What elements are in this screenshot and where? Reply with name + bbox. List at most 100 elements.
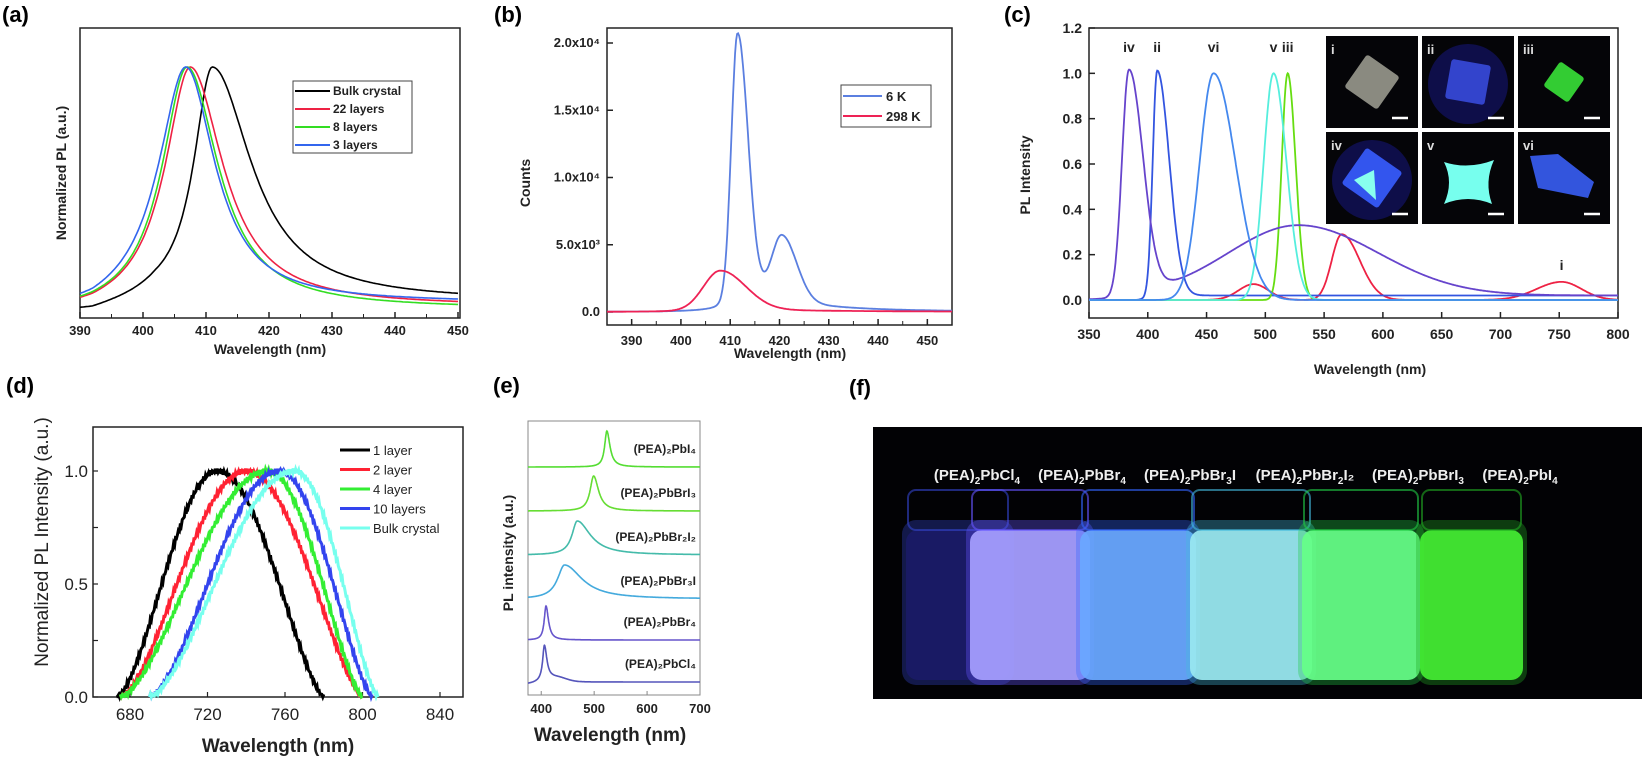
series-line-e (528, 475, 700, 512)
series-line-c (1089, 68, 1618, 301)
x-axis-title-b: Wavelength (nm) (734, 345, 846, 361)
compound-label-e: (PEA)₂PbI₄ (634, 442, 697, 456)
legend-label-a: 8 layers (333, 120, 378, 134)
x-tick-label-c: 600 (1371, 326, 1395, 342)
y-tick-label-b: 0.0 (582, 304, 600, 319)
x-tick-label-d: 840 (426, 705, 454, 724)
inset-label: iii (1523, 42, 1534, 57)
x-tick-label-a: 400 (132, 323, 154, 338)
y-tick-label-c: 0.4 (1063, 201, 1083, 217)
x-tick-label-c: 400 (1136, 326, 1160, 342)
inset-label: v (1427, 138, 1435, 153)
y-axis-title-b: Counts (517, 159, 533, 207)
series-line-c (1089, 233, 1619, 301)
peak-label-c: i (1560, 257, 1564, 273)
x-tick-label-c: 750 (1548, 326, 1572, 342)
y-tick-label-c: 1.2 (1063, 20, 1083, 36)
vial-liquid (1080, 530, 1196, 680)
series-line-a (79, 66, 458, 303)
crystal-shape (1445, 59, 1491, 105)
plot-frame-d (92, 426, 464, 698)
panel-label-b: (b) (494, 2, 522, 27)
y-axis-title-a: Normalized PL (a.u.) (53, 106, 69, 240)
series-line-e (528, 520, 700, 556)
series-line-e (527, 644, 700, 684)
x-tick-label-b: 440 (867, 333, 889, 348)
compound-label-e: (PEA)₂PbBrI₃ (620, 486, 696, 500)
series-line-d (118, 466, 364, 701)
y-tick-label-c: 0.8 (1063, 111, 1083, 127)
x-tick-label-d: 720 (193, 705, 221, 724)
x-tick-label-d: 800 (348, 705, 376, 724)
compound-label-e: (PEA)₂PbBr₄ (624, 615, 697, 629)
series-line-b (607, 32, 953, 313)
x-tick-label-e: 600 (636, 701, 658, 716)
peak-label-c: ii (1153, 39, 1161, 55)
legend-label-d: 4 layer (373, 482, 413, 497)
curves-e: (PEA)₂PbI₄ (PEA)₂PbBrI₃ (PEA)₂PbBr₂I₂ (PEA)… (527, 429, 700, 684)
vial-label: (PEA)2PbBr3I (1144, 467, 1236, 487)
series-line-b (607, 269, 952, 313)
series-line-d (147, 465, 374, 703)
legend-label-d: 1 layer (373, 443, 413, 458)
panel-label-e: (e) (493, 373, 520, 398)
x-tick-label-a: 390 (69, 323, 91, 338)
x-tick-label-d: 680 (116, 705, 144, 724)
series-line-d (115, 465, 326, 703)
plot-frame-b (606, 27, 953, 326)
series-line-d (118, 463, 364, 701)
legend-label-a: 3 layers (333, 138, 378, 152)
x-tick-label-a: 430 (321, 323, 343, 338)
crystal-shape (1544, 62, 1584, 102)
x-tick-label-e: 700 (689, 701, 711, 716)
chart-d: 680 720 760 800 840 0.0 0.5 1.0 1 layer 2 layer 4… (32, 417, 464, 757)
x-tick-label-b: 410 (719, 333, 741, 348)
series-line-a (79, 66, 459, 300)
y-axis-title-d: Normalized PL Intensity (a.u.) (32, 417, 53, 667)
series-line-c (1089, 69, 1618, 301)
legend-d: 1 layer 2 layer 4 layer 10 layers Bulk cryst… (340, 443, 440, 536)
inset-label: ii (1427, 42, 1434, 57)
vial-liquid (1302, 530, 1420, 680)
compound-label-e: (PEA)₂PbCl₄ (625, 657, 696, 671)
y-tick-label-b: 2.0x10⁴ (554, 35, 600, 50)
plot-frame-e (527, 420, 701, 696)
vial-liquid (970, 530, 1090, 680)
x-axis-title-d: Wavelength (nm) (202, 736, 354, 757)
x-tick-label-b: 400 (670, 333, 692, 348)
x-tick-label-c: 650 (1430, 326, 1454, 342)
curves-c (1089, 68, 1619, 301)
crystal-shape (1345, 55, 1399, 109)
vial: (PEA)2PbBrI3 (1298, 467, 1464, 685)
legend-label-a: Bulk crystal (333, 84, 401, 98)
series-line-d (147, 463, 380, 702)
crystal-shape (1444, 160, 1494, 204)
crystal-shape (1530, 154, 1594, 198)
panel-label-c: (c) (1004, 2, 1031, 27)
x-tick-label-a: 440 (384, 323, 406, 338)
y-tick-label-d: 0.0 (64, 688, 88, 707)
vial-liquid (1420, 530, 1523, 680)
x-tick-label-c: 350 (1077, 326, 1101, 342)
x-axis-title-c: Wavelength (nm) (1314, 361, 1426, 377)
chart-e: 400 500 600 700 (PEA)₂PbI₄(PEA)₂PbBrI₃(PEA)… (500, 420, 711, 746)
legend-label-b: 298 K (886, 109, 921, 124)
inset-label: iv (1331, 138, 1343, 153)
vial: (PEA)2PbI4 (1416, 467, 1558, 685)
legend-label-d: 2 layer (373, 463, 413, 478)
plot-frame-c (1088, 27, 1619, 319)
y-tick-label-b: 5.0x10³ (556, 237, 601, 252)
peak-label-c: vi (1208, 39, 1220, 55)
vial: (PEA)2PbBr3I (1076, 467, 1236, 685)
inset-label: vi (1523, 138, 1534, 153)
x-tick-label-a: 410 (195, 323, 217, 338)
peak-label-c: v (1270, 39, 1278, 55)
curves-b (607, 32, 953, 313)
series-line-e (527, 564, 700, 599)
y-tick-label-d: 0.5 (64, 575, 88, 594)
chart-c: 350 400 450 500 550 600 650 700 750 800 0.0 0.2 0.4 0… (1017, 20, 1630, 377)
x-tick-label-b: 430 (818, 333, 840, 348)
